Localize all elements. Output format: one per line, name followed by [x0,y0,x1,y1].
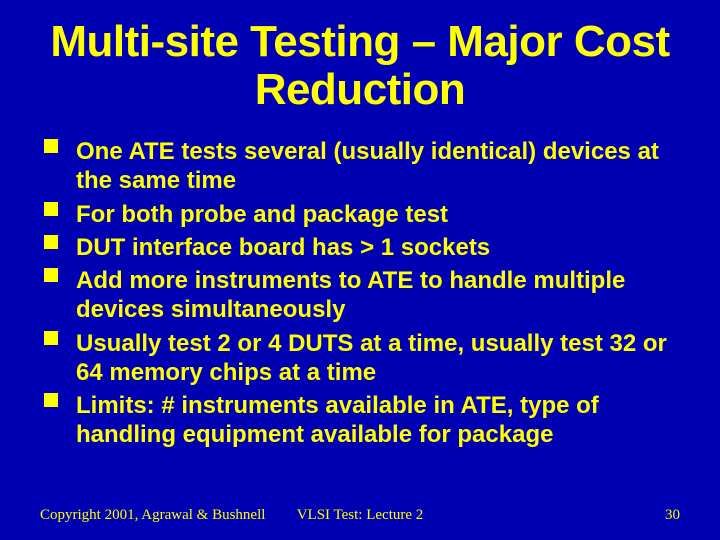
list-item: One ATE tests several (usually identical… [44,137,680,196]
footer-copyright: Copyright 2001, Agrawal & Bushnell [40,507,265,524]
slide-title: Multi-site Testing – Major Cost Reductio… [40,18,680,113]
bullet-icon [44,235,58,249]
list-item: For both probe and package test [44,200,680,229]
footer-lecture: VLSI Test: Lecture 2 [297,507,424,524]
bullet-text: One ATE tests several (usually identical… [76,138,659,194]
bullet-icon [44,393,58,407]
bullet-list: One ATE tests several (usually identical… [40,137,680,450]
bullet-text: DUT interface board has > 1 sockets [76,234,490,261]
list-item: DUT interface board has > 1 sockets [44,233,680,262]
footer-page-number: 30 [665,507,680,524]
list-item: Limits: # instruments available in ATE, … [44,391,680,450]
bullet-icon [44,268,58,282]
bullet-text: Usually test 2 or 4 DUTS at a time, usua… [76,330,667,386]
bullet-icon [44,202,58,216]
slide: Multi-site Testing – Major Cost Reductio… [0,0,720,540]
bullet-icon [44,139,58,153]
list-item: Add more instruments to ATE to handle mu… [44,266,680,325]
list-item: Usually test 2 or 4 DUTS at a time, usua… [44,329,680,388]
bullet-text: Limits: # instruments available in ATE, … [76,392,599,448]
bullet-text: Add more instruments to ATE to handle mu… [76,267,625,323]
bullet-icon [44,331,58,345]
bullet-text: For both probe and package test [76,201,448,228]
footer: Copyright 2001, Agrawal & Bushnell VLSI … [0,507,720,524]
